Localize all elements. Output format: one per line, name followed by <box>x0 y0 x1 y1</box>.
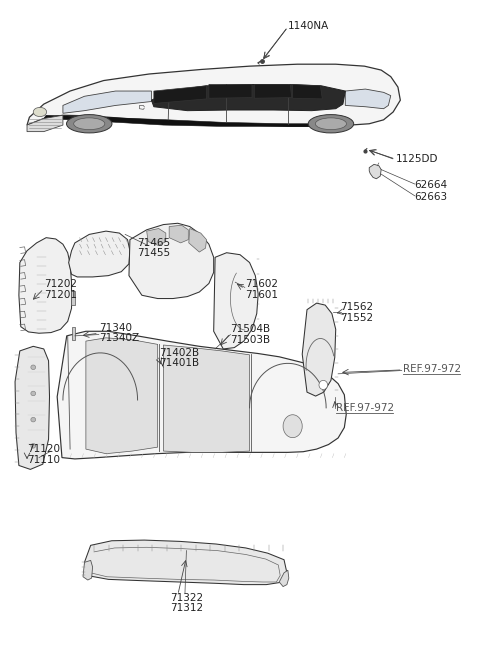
Polygon shape <box>44 115 352 127</box>
Ellipse shape <box>315 118 347 130</box>
Ellipse shape <box>74 118 105 130</box>
Text: 71504B: 71504B <box>230 324 271 335</box>
Ellipse shape <box>33 108 47 117</box>
Text: 71120: 71120 <box>27 444 60 454</box>
Polygon shape <box>369 165 381 178</box>
Text: 71455: 71455 <box>137 249 170 258</box>
Text: 1140NA: 1140NA <box>288 20 329 31</box>
Polygon shape <box>63 91 152 113</box>
Text: 71340: 71340 <box>99 323 132 333</box>
Text: 71202: 71202 <box>44 279 77 289</box>
Text: 71322: 71322 <box>170 593 204 603</box>
Polygon shape <box>209 85 252 98</box>
Text: 71401B: 71401B <box>158 358 199 369</box>
Text: 71601: 71601 <box>245 289 278 300</box>
Polygon shape <box>163 345 250 453</box>
Polygon shape <box>345 89 391 109</box>
Polygon shape <box>154 86 206 104</box>
Text: 62663: 62663 <box>415 192 448 202</box>
Text: 71465: 71465 <box>137 238 170 248</box>
Ellipse shape <box>31 443 36 448</box>
Ellipse shape <box>283 415 302 438</box>
Polygon shape <box>86 338 157 454</box>
Polygon shape <box>169 225 188 243</box>
Polygon shape <box>293 85 323 99</box>
Ellipse shape <box>319 380 327 390</box>
Text: 71552: 71552 <box>340 312 373 323</box>
Polygon shape <box>15 346 49 470</box>
Polygon shape <box>27 64 400 127</box>
Text: 71602: 71602 <box>245 279 278 289</box>
Text: 71562: 71562 <box>340 302 373 312</box>
Bar <box>72 327 75 340</box>
Polygon shape <box>189 228 206 252</box>
Text: 71340Z: 71340Z <box>99 333 139 344</box>
Text: 71503B: 71503B <box>230 335 271 345</box>
Text: 71312: 71312 <box>170 603 204 613</box>
Polygon shape <box>69 231 130 277</box>
Text: REF.97-972: REF.97-972 <box>403 363 461 373</box>
Polygon shape <box>254 85 292 98</box>
Text: 1125DD: 1125DD <box>396 154 438 164</box>
Polygon shape <box>57 331 346 459</box>
Ellipse shape <box>308 115 354 133</box>
Polygon shape <box>302 303 336 396</box>
Text: 71110: 71110 <box>27 455 60 464</box>
Polygon shape <box>214 253 258 349</box>
Bar <box>71 291 75 305</box>
Ellipse shape <box>31 391 36 396</box>
Ellipse shape <box>31 365 36 369</box>
Ellipse shape <box>67 115 112 133</box>
Text: 62664: 62664 <box>415 180 448 190</box>
Ellipse shape <box>31 417 36 422</box>
Text: 71201: 71201 <box>44 289 77 300</box>
Polygon shape <box>147 228 166 245</box>
Polygon shape <box>27 115 63 132</box>
Polygon shape <box>19 237 72 333</box>
Polygon shape <box>129 223 214 298</box>
Text: REF.97-972: REF.97-972 <box>336 403 394 413</box>
Polygon shape <box>152 85 345 111</box>
Text: 71402B: 71402B <box>158 348 199 358</box>
Polygon shape <box>279 570 289 586</box>
Polygon shape <box>83 560 93 580</box>
Polygon shape <box>84 540 287 584</box>
